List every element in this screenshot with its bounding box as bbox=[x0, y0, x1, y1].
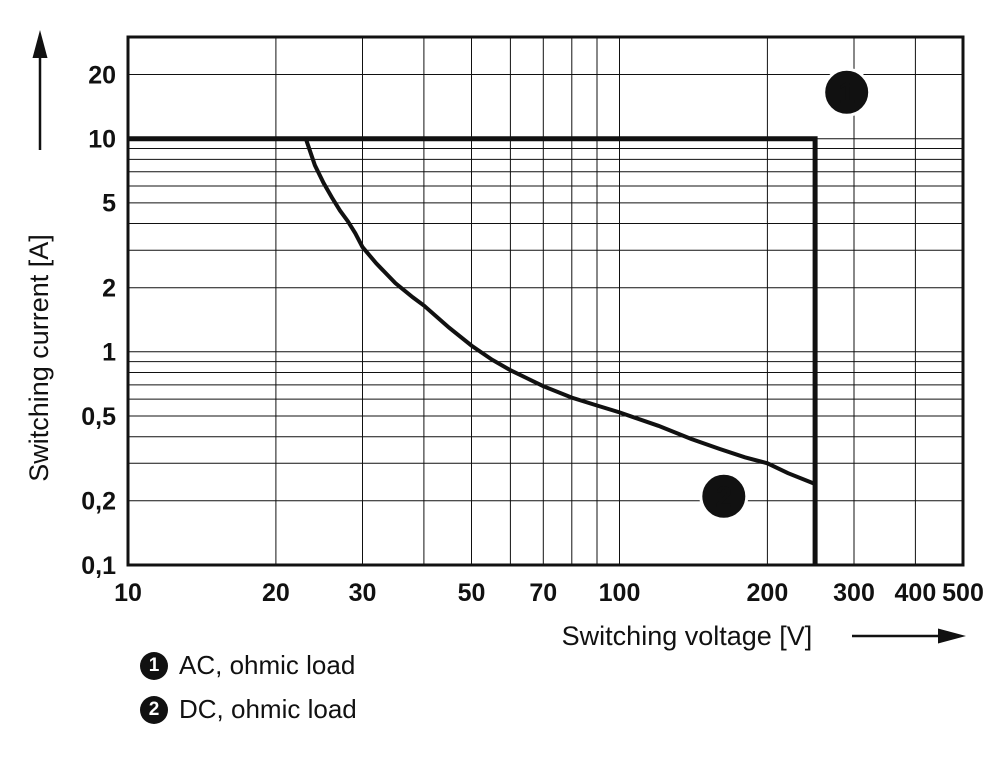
curve-markers: 12 bbox=[699, 67, 872, 521]
x-tick-label: 30 bbox=[349, 579, 377, 607]
legend-item-dc: 2 DC, ohmic load bbox=[140, 694, 357, 725]
legend-item-ac: 1 AC, ohmic load bbox=[140, 650, 357, 681]
y-tick-label: 10 bbox=[88, 125, 116, 153]
x-tick-label: 10 bbox=[114, 579, 142, 607]
y-axis-title: Switching current [A] bbox=[24, 234, 54, 482]
legend-label-dc: DC, ohmic load bbox=[179, 694, 357, 724]
x-tick-label: 100 bbox=[599, 579, 641, 607]
y-tick-label: 20 bbox=[88, 61, 116, 89]
chart-legend: 1 AC, ohmic load 2 DC, ohmic load bbox=[140, 650, 357, 725]
y-tick-label: 1 bbox=[102, 339, 116, 367]
curve-marker-1-icon bbox=[822, 67, 872, 117]
curve-2 bbox=[303, 138, 816, 486]
y-tick-label: 0,1 bbox=[81, 552, 116, 580]
tick-labels: 10 20 30 50 70 100 200 300 400 5000,10,20,5125102… bbox=[81, 61, 984, 607]
curve-marker-2-icon bbox=[699, 471, 749, 521]
plot-border bbox=[126, 35, 965, 567]
y-tick-label: 0,5 bbox=[81, 403, 116, 431]
x-tick-label: 50 bbox=[458, 579, 486, 607]
x-tick-label: 70 bbox=[529, 579, 557, 607]
legend-marker-2-icon: 2 bbox=[140, 695, 168, 724]
y-tick-label: 2 bbox=[102, 274, 116, 302]
curve-1 bbox=[128, 136, 818, 565]
x-tick-label: 400 bbox=[895, 579, 937, 607]
y-tick-label: 5 bbox=[102, 190, 116, 218]
x-tick-label: 200 bbox=[747, 579, 789, 607]
legend-marker-1-icon: 1 bbox=[140, 651, 168, 680]
curve-marker-label: 1 bbox=[838, 77, 855, 110]
y-axis-arrow-icon bbox=[32, 30, 48, 150]
x-axis-arrow-icon bbox=[852, 628, 966, 644]
curve-marker-label: 2 bbox=[715, 481, 732, 514]
x-axis-title: Switching voltage [V] bbox=[562, 621, 813, 651]
x-tick-label: 300 bbox=[833, 579, 875, 607]
x-tick-label: 500 bbox=[942, 579, 984, 607]
y-tick-label: 0,2 bbox=[81, 488, 116, 516]
legend-label-ac: AC, ohmic load bbox=[179, 650, 356, 680]
curves bbox=[128, 136, 818, 565]
gridlines bbox=[128, 37, 963, 565]
x-tick-label: 20 bbox=[262, 579, 290, 607]
